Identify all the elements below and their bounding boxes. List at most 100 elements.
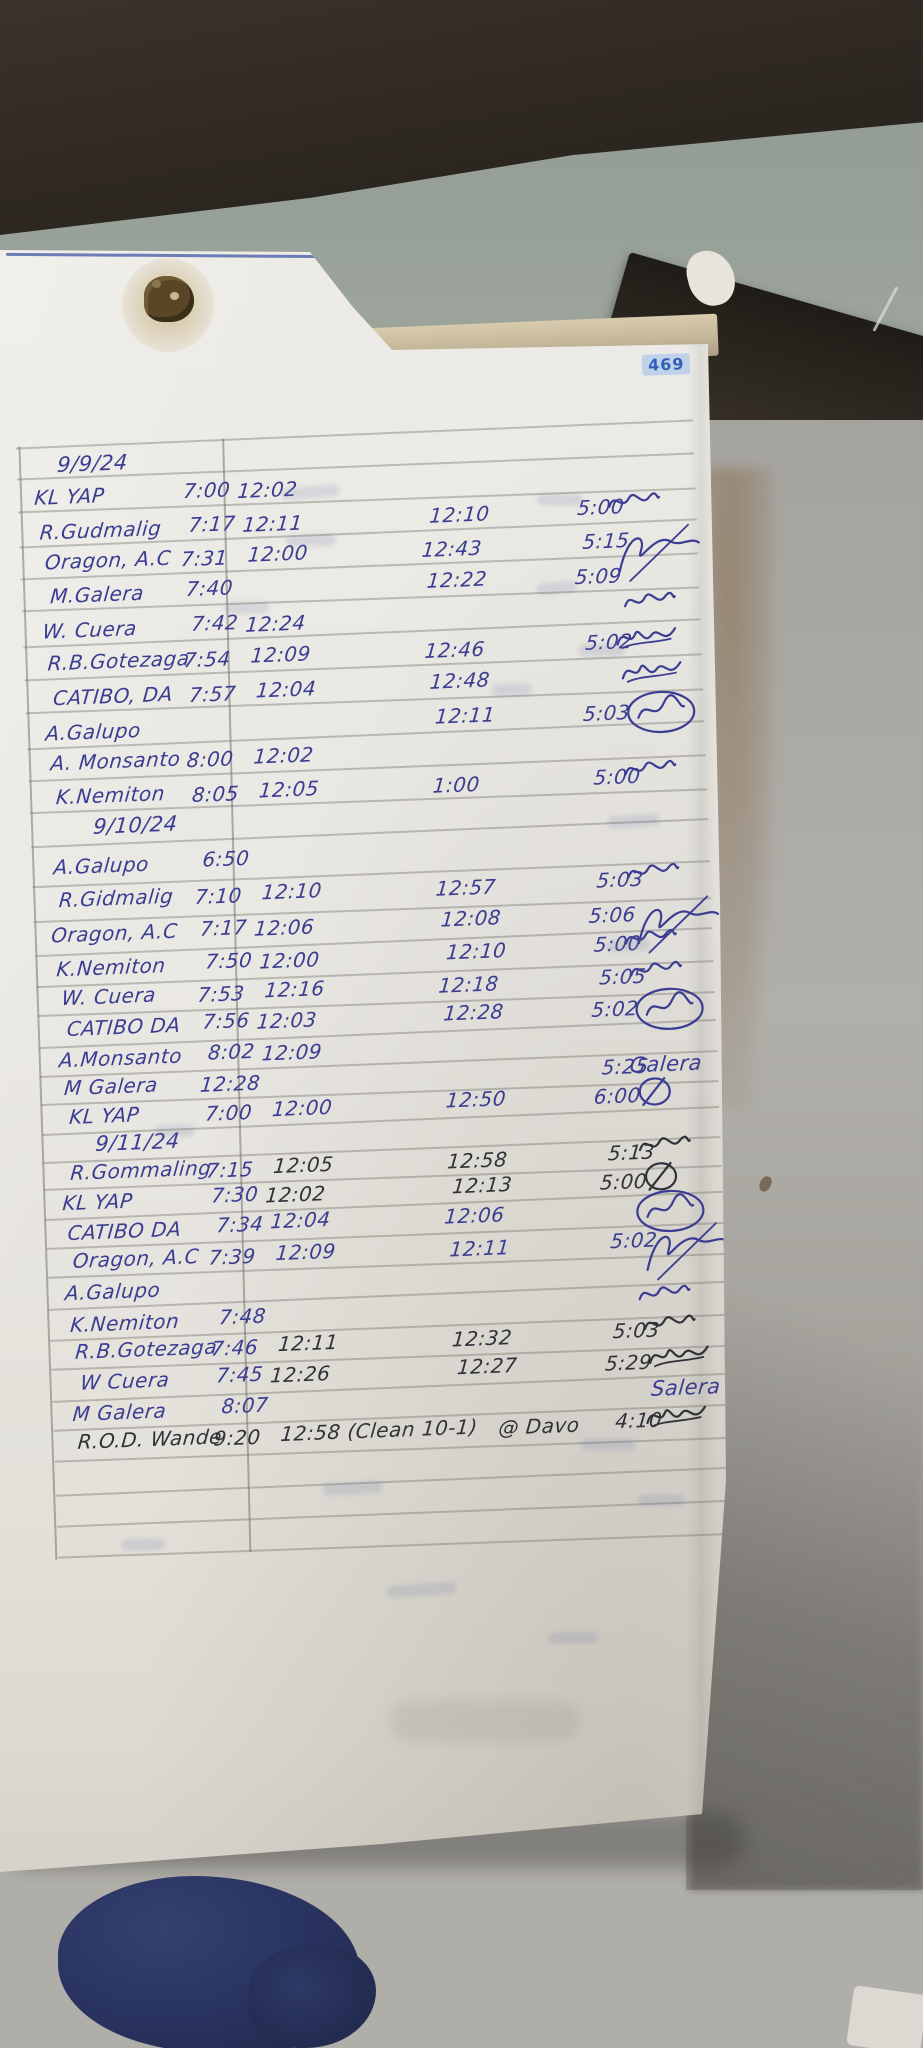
navy-fabric-fold — [248, 1944, 376, 2048]
signature-mark-loop — [640, 1309, 699, 1341]
rule-line — [56, 1499, 726, 1528]
log-cell-name: M Galera — [71, 1398, 168, 1427]
logbook-page: 469 9/9/24 KL YAP 7:00 12:02 R.Gudmalig 7:17 1… — [0, 250, 726, 1872]
ink-bleedthrough-mark — [120, 1537, 165, 1551]
log-cell-name: K.Nemiton — [55, 781, 167, 810]
signature-mark-loop — [621, 754, 680, 786]
log-cell-lunch-in: 12:22 — [425, 565, 489, 593]
log-cell-time-in: 8:02 — [206, 1039, 256, 1066]
log-cell-name: A.Galupo — [52, 851, 150, 880]
log-cell-time-in: 7:39 — [207, 1244, 257, 1270]
log-cell-name: KL YAP — [33, 483, 106, 511]
signature-mark-circle — [623, 688, 699, 741]
log-cell-time-in: 12:28 — [199, 1070, 262, 1097]
log-cell-lunch-out: 12:09 — [249, 641, 312, 668]
log-cell-time-in: 7:17 — [187, 510, 237, 537]
log-date: 9/9/24 — [56, 450, 129, 477]
log-cell-lunch-in: 12:50 — [444, 1086, 508, 1113]
signature-mark-scrawl — [645, 1338, 712, 1375]
signature-mark-flourish — [629, 890, 724, 961]
paper-stain — [122, 258, 214, 352]
log-cell-lunch-out: 12:00 — [258, 946, 321, 974]
log-cell-name: K.Nemiton — [69, 1308, 181, 1337]
log-cell-name: R.B.Gotezaga — [46, 645, 191, 675]
signature-mark-circle-slash — [640, 1159, 681, 1199]
signature-mark-loop — [635, 1130, 694, 1162]
signature-mark-scrawl — [613, 620, 680, 657]
signature-mark-circle-slash — [634, 1074, 675, 1114]
log-cell-time-in: 7:54 — [182, 645, 232, 672]
rule-line — [45, 1190, 723, 1222]
log-cell-lunch-out: 12:11 — [241, 510, 304, 537]
log-cell-time-in: 7:56 — [201, 1008, 251, 1034]
log-cell-name: CATIBO, DA — [52, 681, 174, 710]
log-cell-lunch-in: 12:46 — [423, 636, 486, 663]
log-cell-lunch-out: 12:00 — [271, 1094, 334, 1122]
log-cell-lunch-out: 12:16 — [263, 976, 326, 1003]
log-cell-lunch-out: 12:05 — [272, 1151, 335, 1178]
log-cell-lunch-out: 12:02 — [252, 741, 315, 769]
log-cell-lunch-out: 12:04 — [269, 1207, 332, 1234]
log-cell-name: CATIBO DA — [66, 1216, 183, 1245]
log-cell-name: Oragon, A.C — [43, 545, 173, 575]
log-cell-lunch-in: 12:06 — [443, 1202, 506, 1229]
log-cell-time-in: 8:00 — [185, 746, 235, 773]
log-cell-name: A.Monsanto — [58, 1043, 184, 1073]
ink-bleedthrough-mark — [154, 1124, 195, 1137]
log-cell-name: Oragon, A.C — [71, 1244, 201, 1274]
ink-bleedthrough-mark — [536, 493, 584, 506]
signature-mark-flourish — [638, 1217, 726, 1288]
ink-bleedthrough-mark — [578, 644, 625, 657]
log-cell-lunch-in: 12:32 — [451, 1325, 514, 1352]
ink-bleedthrough-mark — [386, 1581, 458, 1599]
log-cell-name: R.O.D. Wande — [76, 1423, 223, 1454]
log-cell-lunch-out: 12:04 — [255, 676, 318, 703]
signature-mark-circle — [632, 984, 708, 1037]
log-cell-lunch-out: 12:24 — [244, 609, 307, 637]
signature-text: Salera — [650, 1374, 722, 1401]
log-cell-lunch-in: @ Davo — [497, 1412, 581, 1440]
table-border-line — [18, 446, 58, 1560]
log-date: 9/10/24 — [92, 811, 179, 839]
log-cell-time-out: 5:09 — [573, 562, 623, 589]
log-cell-lunch-in: 12:48 — [428, 667, 491, 695]
log-cell-lunch-out: 12:09 — [274, 1239, 337, 1266]
ink-bleedthrough-mark — [637, 1494, 686, 1507]
signature-mark-scrawl — [618, 654, 685, 691]
signature-mark-loop — [621, 923, 680, 955]
log-cell-time-in: 7:10 — [193, 883, 243, 910]
log-cell-name: Oragon, A.C — [50, 918, 179, 948]
log-cell-time-in: 8:05 — [191, 780, 240, 807]
log-cell-name: R.B.Gotezaga — [74, 1334, 219, 1364]
log-cell-lunch-in: 12:10 — [445, 938, 508, 965]
log-cell-time-in: 7:50 — [204, 947, 254, 974]
log-cell-name: A. Monsanto — [49, 746, 182, 776]
stain-dot — [170, 292, 179, 300]
log-cell-name: W Cuera — [79, 1367, 171, 1395]
rule-line — [55, 1466, 726, 1497]
log-cell-time-in: 7:53 — [196, 980, 246, 1007]
ink-bleedthrough-mark — [286, 533, 337, 548]
ink-bleedthrough-mark — [492, 683, 533, 697]
log-cell-lunch-out: 12:11 — [277, 1329, 340, 1357]
log-cell-name: CATIBO DA — [65, 1012, 182, 1042]
log-cell-lunch-in: 12:28 — [442, 998, 505, 1026]
signature-mark-scrawl — [643, 1399, 710, 1436]
log-cell-lunch-in: 12:43 — [420, 535, 483, 563]
log-cell-name: KL YAP — [68, 1101, 141, 1129]
log-cell-time-in: 7:31 — [179, 545, 229, 572]
log-cell-time-in: 7:48 — [218, 1303, 268, 1330]
rule-line — [15, 419, 694, 450]
log-cell-name: KL YAP — [61, 1188, 134, 1215]
log-cell-name: R.Gommaling — [69, 1155, 213, 1186]
log-cell-lunch-out: 12:06 — [253, 913, 316, 941]
log-cell-name: A.Galupo — [44, 717, 142, 746]
log-cell-name: K.Nemiton — [55, 952, 167, 981]
log-cell-name: A.Galupo — [64, 1277, 162, 1306]
log-cell-name: M Galera — [63, 1071, 159, 1100]
log-cell-time-in: 7:57 — [188, 680, 238, 707]
ink-bleedthrough-mark — [224, 601, 269, 614]
log-cell-lunch-in: 12:11 — [448, 1234, 511, 1261]
log-cell-lunch-in: 12:10 — [428, 501, 491, 528]
